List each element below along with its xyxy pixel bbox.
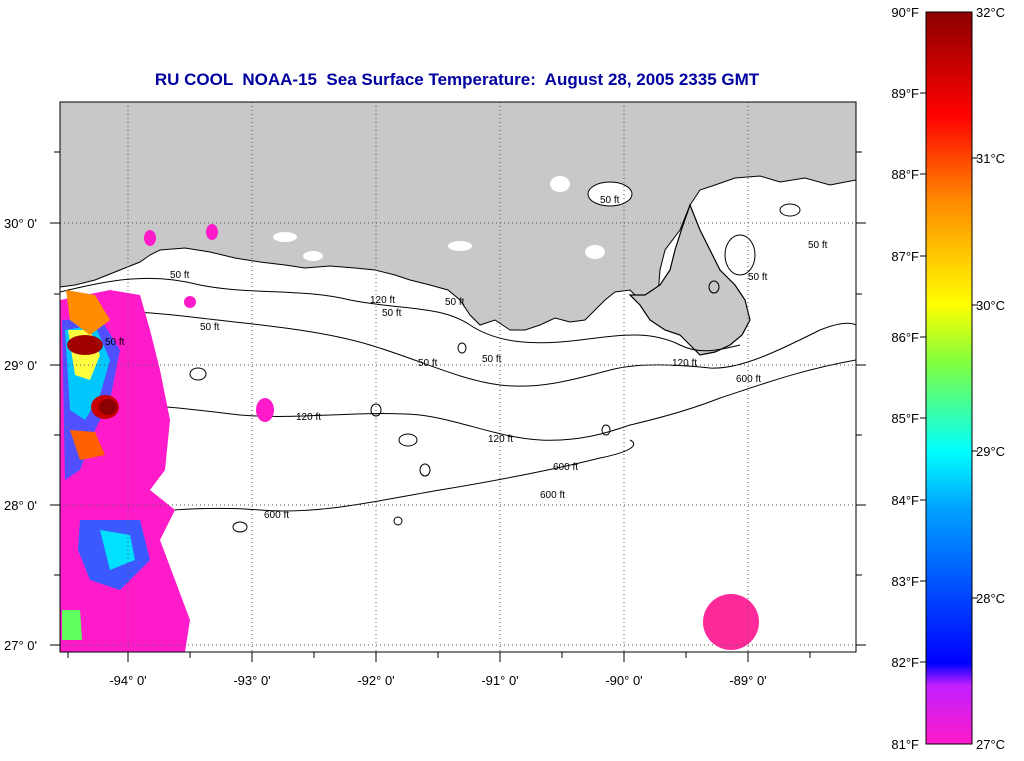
colorbar-f-label: 85°F	[891, 411, 919, 426]
colorbar-c-label: 29°C	[976, 444, 1005, 459]
colorbar-f-label: 82°F	[891, 655, 919, 670]
graticule	[60, 102, 856, 652]
contour-label: 120 ft	[296, 412, 321, 423]
colorbar-f-label: 87°F	[891, 249, 919, 264]
contour-label: 600 ft	[553, 462, 578, 473]
colorbar-c-label: 30°C	[976, 298, 1005, 313]
contour-label: 50 ft	[445, 297, 465, 308]
land-mass	[60, 102, 856, 331]
lat-label: 30° 0'	[4, 216, 37, 231]
contour-label: 600 ft	[736, 374, 761, 385]
map-frame	[59, 101, 857, 653]
bathymetry-contours	[60, 277, 856, 523]
contour-label: 50 ft	[482, 354, 502, 365]
colorbar-c-label: 32°C	[976, 5, 1005, 20]
contour-label: 120 ft	[370, 295, 395, 306]
map-title: RU COOL NOAA-15 Sea Surface Temperature:…	[154, 70, 760, 89]
warm-eddy	[703, 594, 759, 650]
axis-ticks	[50, 151, 866, 662]
colorbar	[925, 11, 973, 745]
contour-label: 600 ft	[540, 490, 565, 501]
colorbar-f-label: 88°F	[891, 167, 919, 182]
colorbar-f-label: 90°F	[891, 5, 919, 20]
colorbar-f-label: 84°F	[891, 493, 919, 508]
lat-label: 27° 0'	[4, 638, 37, 653]
colorbar-f-label: 89°F	[891, 86, 919, 101]
contour-label: 50 ft	[808, 240, 828, 251]
colorbar-f-label: 86°F	[891, 330, 919, 345]
lon-label: -91° 0'	[481, 673, 518, 688]
contour-label: 50 ft	[170, 270, 190, 281]
lon-label: -94° 0'	[109, 673, 146, 688]
lon-label: -93° 0'	[233, 673, 270, 688]
contour-label: 120 ft	[672, 358, 697, 369]
colorbar-f-label: 83°F	[891, 574, 919, 589]
colorbar-c-label: 31°C	[976, 151, 1005, 166]
lat-label: 28° 0'	[4, 498, 37, 513]
contour-label: 50 ft	[600, 195, 620, 206]
lon-label: -90° 0'	[605, 673, 642, 688]
colorbar-f-label: 81°F	[891, 737, 919, 752]
lat-label: 29° 0'	[4, 358, 37, 373]
lon-label: -89° 0'	[729, 673, 766, 688]
contour-label: 50 ft	[382, 308, 402, 319]
contour-label: 50 ft	[418, 358, 438, 369]
sst-patches	[60, 224, 759, 652]
colorbar-c-label: 27°C	[976, 737, 1005, 752]
lon-label: -92° 0'	[357, 673, 394, 688]
delta-region	[628, 203, 751, 356]
contour-label: 120 ft	[488, 434, 513, 445]
colorbar-c-label: 28°C	[976, 591, 1005, 606]
contour-label: 50 ft	[748, 272, 768, 283]
contour-label: 600 ft	[264, 510, 289, 521]
contour-label: 50 ft	[105, 337, 125, 348]
contour-label: 50 ft	[200, 322, 220, 333]
